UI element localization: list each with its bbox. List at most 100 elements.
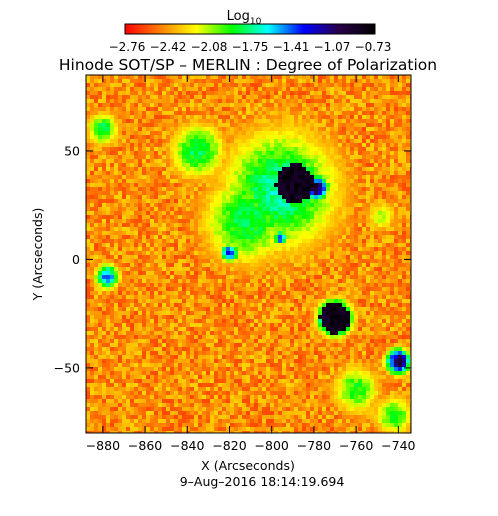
heatmap-cell (406, 131, 411, 136)
heatmap-cell (366, 179, 371, 184)
heatmap-cell (386, 291, 391, 296)
heatmap-cell (378, 167, 383, 172)
heatmap-cell (346, 163, 351, 168)
heatmap-cell (354, 115, 359, 120)
heatmap-cell (254, 231, 259, 236)
heatmap-cell (106, 303, 111, 308)
heatmap-cell (218, 191, 223, 196)
heatmap-cell (190, 271, 195, 276)
heatmap-cell (306, 271, 311, 276)
heatmap-cell (346, 167, 351, 172)
heatmap-cell (338, 79, 343, 84)
heatmap-cell (134, 315, 139, 320)
heatmap-cell (310, 311, 315, 316)
heatmap-cell (142, 275, 147, 280)
heatmap-cell (378, 131, 383, 136)
heatmap-cell (94, 207, 99, 212)
heatmap-cell (334, 219, 339, 224)
heatmap-cell (190, 139, 195, 144)
heatmap-cell (278, 107, 283, 112)
heatmap-cell (270, 255, 275, 260)
heatmap-cell (194, 215, 199, 220)
heatmap-cell (394, 151, 399, 156)
heatmap-cell (398, 307, 403, 312)
heatmap-cell (286, 199, 291, 204)
heatmap-cell (198, 83, 203, 88)
heatmap-cell (298, 271, 303, 276)
heatmap-cell (302, 147, 307, 152)
heatmap-cell (366, 231, 371, 236)
heatmap-cell (346, 279, 351, 284)
heatmap-cell (98, 199, 103, 204)
heatmap-cell (238, 283, 243, 288)
heatmap-cell (158, 279, 163, 284)
heatmap-cell (230, 227, 235, 232)
heatmap-cell (386, 211, 391, 216)
heatmap-cell (138, 219, 143, 224)
heatmap-cell (314, 235, 319, 240)
heatmap-cell (382, 251, 387, 256)
heatmap-cell (94, 103, 99, 108)
heatmap-cell (266, 155, 271, 160)
heatmap-cell (322, 87, 327, 92)
heatmap-cell (122, 271, 127, 276)
heatmap-cell (134, 259, 139, 264)
heatmap-cell (190, 223, 195, 228)
heatmap-cell (106, 299, 111, 304)
heatmap-cell (130, 175, 135, 180)
heatmap-cell (146, 283, 151, 288)
heatmap-cell (266, 195, 271, 200)
heatmap-cell (306, 139, 311, 144)
heatmap-cell (274, 207, 279, 212)
heatmap-cell (202, 247, 207, 252)
heatmap-cell (230, 139, 235, 144)
heatmap-cell (126, 215, 131, 220)
heatmap-cell (134, 283, 139, 288)
heatmap-cell (102, 115, 107, 120)
heatmap-cell (94, 311, 99, 316)
heatmap-cell (170, 247, 175, 252)
heatmap-cell (98, 135, 103, 140)
heatmap-cell (346, 291, 351, 296)
heatmap-cell (238, 267, 243, 272)
heatmap-cell (394, 259, 399, 264)
heatmap-cell (358, 187, 363, 192)
heatmap-cell (242, 91, 247, 96)
heatmap-cell (370, 139, 375, 144)
heatmap-cell (102, 87, 107, 92)
heatmap-cell (326, 207, 331, 212)
heatmap-cell (142, 119, 147, 124)
heatmap-cell (262, 271, 267, 276)
heatmap-cell (366, 291, 371, 296)
heatmap-cell (182, 267, 187, 272)
heatmap-cell (394, 263, 399, 268)
heatmap-cell (266, 115, 271, 120)
heatmap-cell (146, 263, 151, 268)
heatmap-cell (218, 127, 223, 132)
heatmap-cell (310, 295, 315, 300)
heatmap-cell (206, 111, 211, 116)
heatmap-cell (326, 107, 331, 112)
heatmap-cell (86, 215, 91, 220)
heatmap-cell (214, 167, 219, 172)
heatmap-cell (338, 203, 343, 208)
heatmap-cell (338, 99, 343, 104)
heatmap-cell (86, 195, 91, 200)
heatmap-cell (122, 191, 127, 196)
heatmap-cell (182, 87, 187, 92)
heatmap-cell (390, 247, 395, 252)
heatmap-cell (318, 255, 323, 260)
heatmap-cell (262, 203, 267, 208)
heatmap-cell (206, 147, 211, 152)
heatmap-cell (214, 275, 219, 280)
heatmap-cell (306, 87, 311, 92)
heatmap-cell (322, 187, 327, 192)
heatmap-cell (346, 207, 351, 212)
heatmap-cell (358, 239, 363, 244)
heatmap-cell (294, 163, 299, 168)
heatmap-cell (242, 263, 247, 268)
heatmap-cell (158, 159, 163, 164)
heatmap-cell (102, 107, 107, 112)
heatmap-cell (382, 239, 387, 244)
heatmap-cell (230, 123, 235, 128)
